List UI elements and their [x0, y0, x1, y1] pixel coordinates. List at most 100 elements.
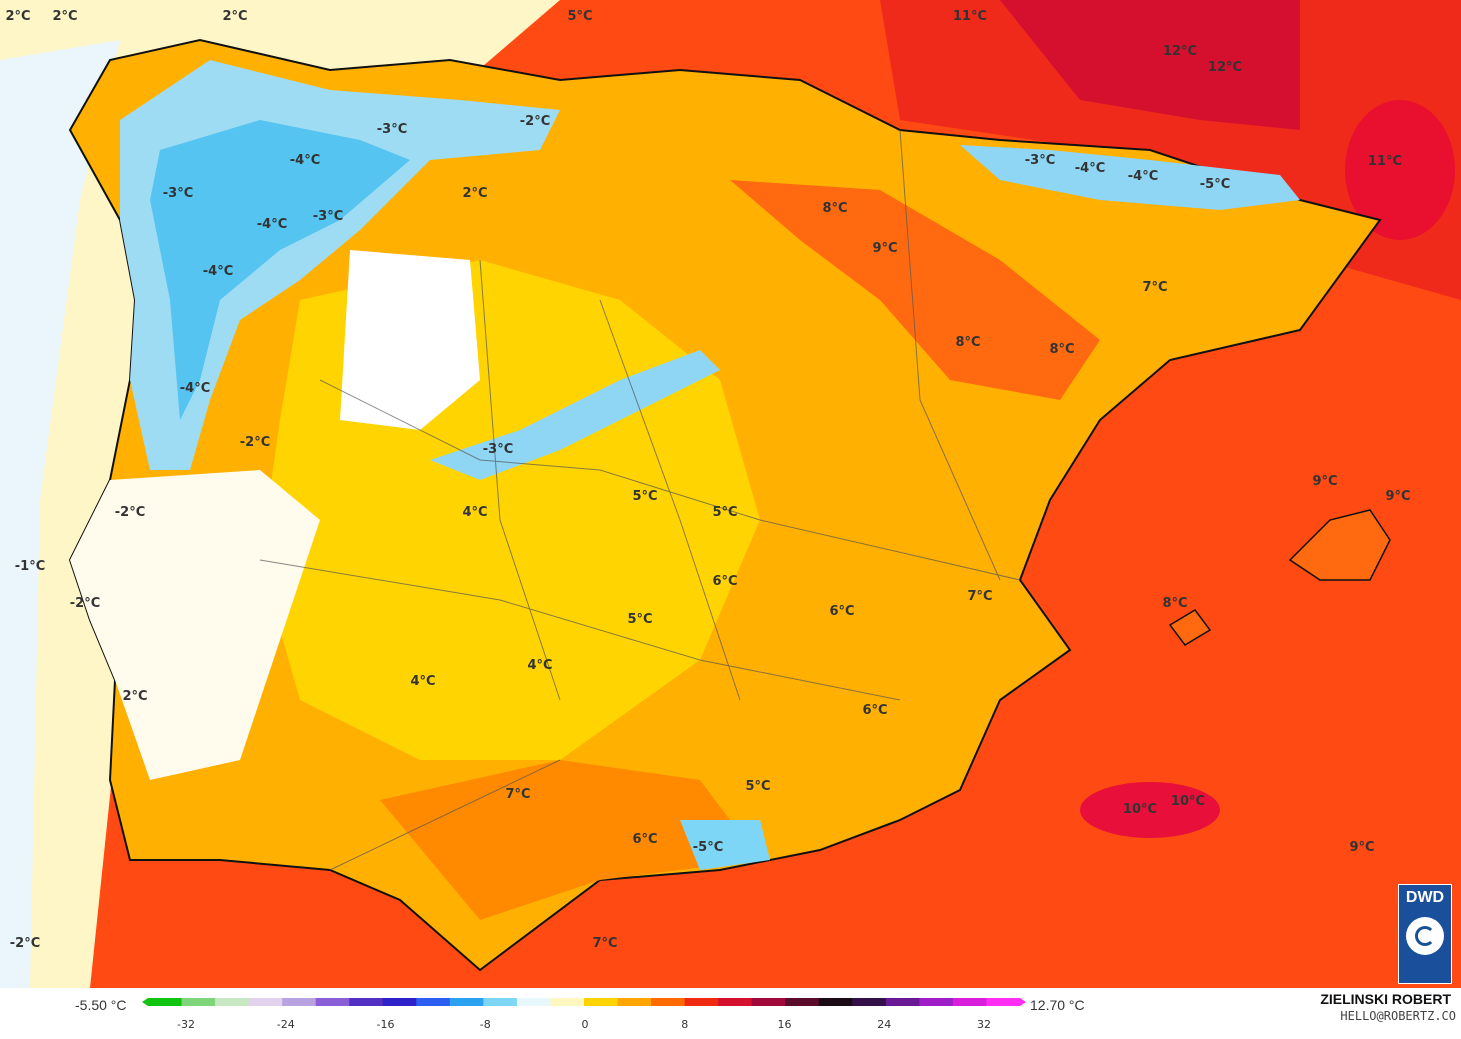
colorbar-segment	[651, 998, 686, 1006]
legend-tick-label: 8	[681, 1018, 688, 1031]
temperature-label: -4°C	[1128, 169, 1158, 184]
temperature-label: 2°C	[52, 9, 77, 24]
colorbar-segment	[550, 998, 585, 1006]
legend-max-label: 12.70 °C	[1030, 997, 1085, 1013]
temperature-label: 6°C	[862, 703, 887, 718]
temperature-label: -3°C	[1025, 153, 1055, 168]
legend-tick-label: -32	[177, 1018, 195, 1031]
ebro-warm-zone	[730, 180, 1100, 400]
temperature-label: -4°C	[180, 381, 210, 396]
temperature-label: 7°C	[967, 589, 992, 604]
temperature-labels: 2°C 2°C 2°C 5°C 11°C 12°C 12°C 11°C -3°C -2°C -4°C…	[5, 9, 1410, 951]
temperature-label: 12°C	[1163, 44, 1197, 59]
colorbar-segment	[718, 998, 753, 1006]
region-borders	[259, 129, 1021, 871]
temperature-label: 4°C	[462, 505, 487, 520]
temperature-label: 2°C	[5, 9, 30, 24]
temperature-label: 7°C	[1142, 280, 1167, 295]
temperature-label: 6°C	[712, 574, 737, 589]
temperature-label: -4°C	[203, 264, 233, 279]
temperature-label: 5°C	[567, 9, 592, 24]
temperature-label: -2°C	[520, 114, 550, 129]
temperature-label: -3°C	[313, 209, 343, 224]
colorbar-segment	[315, 998, 350, 1006]
temperature-label: 6°C	[632, 832, 657, 847]
legend-tick-label: 32	[977, 1018, 991, 1031]
colorbar-segment	[751, 998, 786, 1006]
temperature-label: -5°C	[1200, 177, 1230, 192]
dwd-logo-text: DWD	[1405, 889, 1445, 906]
galicia-very-cold-zone	[150, 120, 410, 420]
temperature-label: 10°C	[1123, 802, 1157, 817]
portugal-neutral-zone	[70, 470, 320, 780]
legend-tick-label: -8	[480, 1018, 491, 1031]
temperature-label: -2°C	[240, 435, 270, 450]
legend-min-label: -5.50 °C	[75, 997, 127, 1013]
temperature-label: -4°C	[290, 153, 320, 168]
temperature-label: 8°C	[822, 201, 847, 216]
pyrenees-cold-zone	[960, 145, 1300, 210]
temperature-label: 7°C	[592, 936, 617, 951]
colorbar-min-arrow	[142, 998, 148, 1006]
andalusia-warm-zone	[380, 760, 760, 920]
legend-tick-label: 24	[877, 1018, 891, 1031]
temperature-label: -1°C	[15, 559, 45, 574]
temperature-label: 5°C	[745, 779, 770, 794]
colorbar-segment	[483, 998, 518, 1006]
dwd-logo: DWD	[1398, 884, 1452, 984]
map-footer: -5.50 °C -32 -24 -16 -8 0 8 16 24 32 12.70 °C ZI…	[0, 988, 1461, 1035]
colorbar-segment	[885, 998, 920, 1006]
colorbar-segment	[181, 998, 216, 1006]
colorbar-segment	[852, 998, 887, 1006]
author-name: ZIELINSKI ROBERT	[1320, 991, 1451, 1007]
colorbar-segment	[919, 998, 954, 1006]
dwd-swirl-icon	[1406, 917, 1444, 955]
colorbar-max-arrow	[1020, 998, 1026, 1006]
colorbar-segment	[818, 998, 853, 1006]
temperature-label: 4°C	[410, 674, 435, 689]
temperature-label: 11°C	[1368, 154, 1402, 169]
mallorca-island	[1288, 509, 1391, 581]
sierra-nevada-cold-zone	[680, 820, 770, 870]
legend-colorbar	[142, 998, 1026, 1006]
colorbar-segment	[382, 998, 417, 1006]
france-hot-zone	[1000, 0, 1300, 130]
colorbar-segment	[986, 998, 1021, 1006]
temperature-label: -3°C	[163, 186, 193, 201]
colorbar-segment	[449, 998, 484, 1006]
catalonia-hot-zone	[1345, 100, 1455, 240]
temperature-label: -2°C	[115, 505, 145, 520]
colorbar-segment	[684, 998, 719, 1006]
author-email: HELLO@ROBERTZ.CO	[1340, 1009, 1456, 1023]
colorbar-segment	[516, 998, 551, 1006]
temperature-label: 7°C	[505, 787, 530, 802]
temperature-label: 2°C	[122, 689, 147, 704]
temperature-map: 2°C 2°C 2°C 5°C 11°C 12°C 12°C 11°C -3°C -2°C -4°C…	[0, 0, 1461, 988]
temperature-label: 2°C	[462, 186, 487, 201]
temperature-label: 9°C	[1349, 840, 1374, 855]
colorbar-segment	[952, 998, 987, 1006]
temperature-label: -4°C	[1075, 161, 1105, 176]
temperature-label: 4°C	[527, 658, 552, 673]
colorbar-segment	[617, 998, 652, 1006]
legend-tick-label: -16	[377, 1018, 395, 1031]
temperature-label: 8°C	[1162, 596, 1187, 611]
legend-tick-label: 0	[582, 1018, 589, 1031]
colorbar-segment	[785, 998, 820, 1006]
temperature-label: 5°C	[632, 489, 657, 504]
temperature-label: 8°C	[1049, 342, 1074, 357]
colorbar-segment	[282, 998, 317, 1006]
temperature-label: 9°C	[1312, 474, 1337, 489]
atlantic-cool-zone	[0, 40, 120, 988]
colorbar-segment	[349, 998, 384, 1006]
temperature-label: 11°C	[953, 9, 987, 24]
temperature-label: 12°C	[1208, 60, 1242, 75]
temperature-label: 5°C	[712, 505, 737, 520]
colorbar-segment	[584, 998, 619, 1006]
temperature-label: -2°C	[70, 596, 100, 611]
mediterranean-hot-zone	[1080, 782, 1220, 838]
temperature-label: 9°C	[872, 241, 897, 256]
temperature-label: -5°C	[693, 840, 723, 855]
colorbar-segment	[248, 998, 283, 1006]
temperature-label: -2°C	[10, 936, 40, 951]
